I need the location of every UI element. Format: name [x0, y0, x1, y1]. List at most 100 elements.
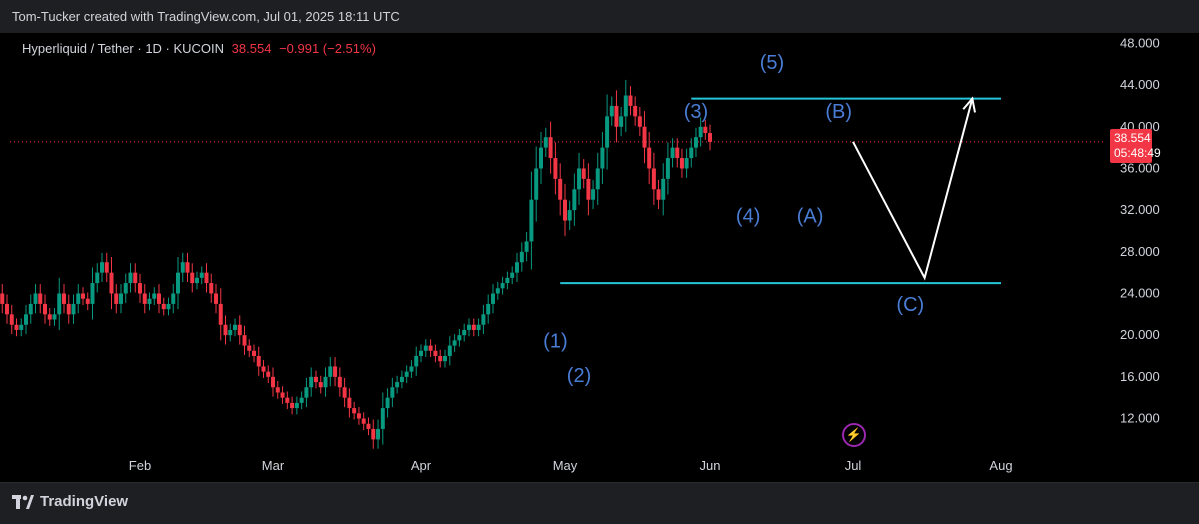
- candle-body: [43, 303, 47, 315]
- candle-body: [5, 303, 9, 315]
- candle-body: [404, 371, 409, 377]
- candle-body: [304, 387, 309, 398]
- candle-body: [481, 314, 486, 325]
- wave-label: (4): [736, 205, 760, 227]
- wave-label: (B): [825, 101, 852, 123]
- candle-body: [218, 303, 223, 325]
- candle-body: [228, 329, 233, 336]
- candle-body: [247, 345, 252, 351]
- candle-body: [581, 168, 586, 179]
- candle-body: [323, 376, 328, 388]
- candle-body: [670, 147, 675, 159]
- candle-body: [52, 314, 57, 320]
- candle-body: [266, 371, 271, 377]
- x-tick-label: Aug: [989, 458, 1012, 473]
- x-tick-label: Mar: [262, 458, 285, 473]
- candle-body: [708, 133, 712, 142]
- candle-body: [495, 288, 500, 294]
- candle-body: [109, 272, 114, 294]
- candle-body: [467, 324, 471, 330]
- candle-body: [500, 283, 505, 289]
- candle-body: [515, 262, 519, 273]
- candle-body: [443, 356, 447, 362]
- candle-body: [62, 293, 66, 304]
- y-tick-label: 48.000: [1120, 35, 1160, 50]
- candle-body: [529, 199, 534, 242]
- candle-body: [352, 408, 357, 414]
- candle-body: [486, 303, 491, 315]
- candle-body: [233, 324, 237, 330]
- symbol-legend: Hyperliquid / Tether · 1D · KUCOIN 38.55…: [22, 41, 376, 56]
- candle-body: [138, 283, 142, 294]
- candle-body: [623, 95, 628, 117]
- attribution-text: Tom-Tucker created with TradingView.com,…: [12, 9, 400, 24]
- candle-body: [90, 283, 95, 304]
- chart-area[interactable]: [0, 33, 1199, 477]
- y-tick-label: 36.000: [1120, 160, 1160, 175]
- candle-body: [290, 402, 295, 409]
- candle-body: [438, 356, 443, 362]
- candle-body: [28, 303, 33, 315]
- candle-body: [223, 324, 228, 336]
- candle-body: [356, 413, 361, 419]
- candle-body: [275, 387, 280, 393]
- candle-body: [419, 350, 423, 357]
- x-tick-label: Jul: [845, 458, 862, 473]
- candle-body: [209, 283, 214, 294]
- candle-body: [665, 158, 670, 179]
- candle-body: [586, 178, 591, 200]
- candle-body: [675, 147, 680, 159]
- candle-body: [605, 116, 610, 148]
- candle-body: [591, 189, 596, 200]
- y-tick-label: 20.000: [1120, 327, 1160, 342]
- candle-body: [294, 402, 299, 409]
- candle-body: [204, 272, 209, 284]
- wave-label: (C): [896, 294, 924, 316]
- candle-body: [133, 272, 138, 284]
- wave-label: (A): [797, 205, 824, 227]
- candle-body: [679, 158, 684, 169]
- candle-body: [57, 293, 62, 315]
- candle-body: [548, 137, 553, 159]
- candle-body: [185, 262, 190, 273]
- candle-body: [71, 303, 76, 315]
- x-tick-label: Jun: [700, 458, 721, 473]
- candle-body: [452, 340, 457, 346]
- x-tick-label: May: [553, 458, 578, 473]
- candle-body: [390, 387, 395, 398]
- candle-body: [609, 105, 614, 117]
- candle-body: [119, 293, 123, 304]
- candle-body: [123, 283, 128, 294]
- candle-body: [651, 168, 656, 190]
- candle-body: [684, 158, 689, 169]
- brand-name: TradingView: [40, 493, 129, 510]
- candle-body: [104, 262, 109, 273]
- candle-body: [395, 382, 400, 388]
- candle-body: [553, 158, 558, 179]
- candle-body: [38, 293, 43, 304]
- candle-body: [385, 397, 390, 409]
- wave-label: (5): [760, 52, 784, 74]
- candle-body: [519, 251, 524, 263]
- candle-body: [195, 277, 199, 284]
- tradingview-logo[interactable]: TradingView: [12, 493, 128, 510]
- candle-body: [423, 345, 428, 351]
- candle-body: [572, 189, 577, 211]
- candle-body: [656, 189, 661, 200]
- candle-body: [299, 397, 304, 403]
- candle-body: [285, 397, 290, 403]
- candle-body: [619, 116, 624, 127]
- candle-body: [256, 356, 261, 367]
- lightning-icon[interactable]: ⚡: [842, 423, 866, 447]
- candle-body: [342, 387, 347, 398]
- wave-label: (2): [567, 365, 591, 387]
- candle-body: [100, 262, 104, 273]
- candle-body: [524, 241, 529, 252]
- candle-body: [347, 397, 352, 409]
- candle-body: [33, 293, 38, 304]
- candle-body: [152, 293, 157, 299]
- price-tag-countdown: 05:48:49: [1114, 146, 1161, 160]
- x-tick-label: Feb: [129, 458, 151, 473]
- candle-body: [447, 345, 452, 357]
